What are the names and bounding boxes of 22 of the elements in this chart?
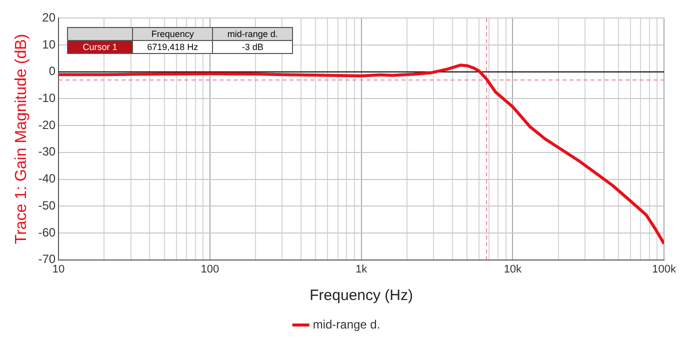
x-tick-label: 100 [200, 263, 220, 276]
y-tick-label: -30 [38, 144, 56, 159]
y-tick-label: 0 [48, 64, 56, 78]
x-axis-title: Frequency (Hz) [310, 287, 413, 304]
y-tick-label: 10 [42, 37, 56, 52]
x-tick-label: 100k [652, 263, 676, 276]
y-tick-label: -40 [38, 172, 56, 186]
annotation: -3 dB [212, 40, 292, 54]
annotation: 6719,418 Hz [132, 40, 213, 54]
x-tick-label: 10 [52, 263, 65, 276]
annotation: Cursor 1 [68, 40, 132, 54]
legend-label: mid-range d. [312, 317, 380, 332]
annotation: mid-range d. [212, 28, 292, 40]
y-tick-label: 20 [42, 10, 56, 25]
y-tick-label: -10 [38, 91, 56, 106]
x-tick-label: 1k [355, 263, 368, 276]
y-tick-label: -60 [38, 225, 56, 240]
x-tick-label: 10k [504, 263, 522, 276]
annotation: Frequency [132, 28, 213, 40]
y-axis-title: Trace 1: Gain Magnitude (dB) [13, 34, 30, 244]
y-tick-label: -20 [38, 118, 56, 132]
y-tick-label: -50 [38, 198, 56, 212]
